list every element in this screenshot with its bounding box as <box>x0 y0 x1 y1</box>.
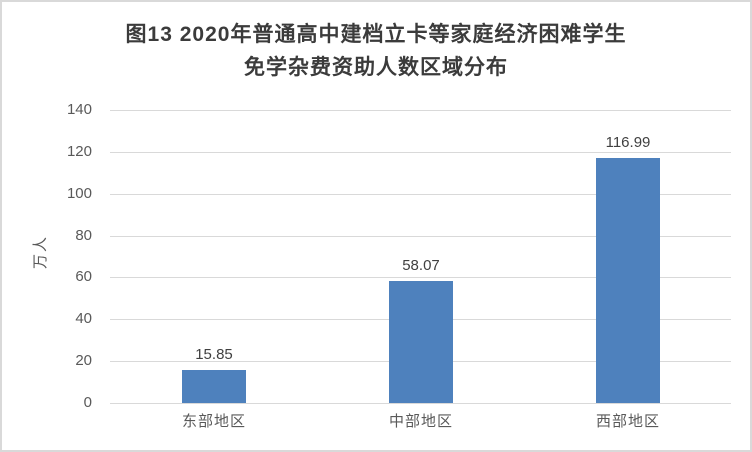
plot-area <box>110 110 731 404</box>
gridline <box>110 194 731 195</box>
x-category-label: 中部地区 <box>388 413 453 430</box>
bar <box>389 281 453 403</box>
y-tick-label: 80 <box>75 227 92 244</box>
y-tick-label: 140 <box>66 101 92 118</box>
x-category-label: 东部地区 <box>181 413 246 430</box>
gridline <box>110 403 731 404</box>
bar <box>596 158 660 403</box>
gridline <box>110 236 731 237</box>
bar-value-label: 15.85 <box>195 346 233 363</box>
bar-value-label: 58.07 <box>402 257 440 274</box>
y-tick-label: 40 <box>75 310 92 327</box>
gridline <box>110 110 731 111</box>
chart-title: 图13 2020年普通高中建档立卡等家庭经济困难学生 免学杂费资助人数区域分布 <box>2 18 750 84</box>
chart-title-line1: 图13 2020年普通高中建档立卡等家庭经济困难学生 <box>125 23 627 46</box>
y-tick-label: 100 <box>66 185 92 202</box>
y-tick-label: 20 <box>75 352 92 369</box>
gridline <box>110 152 731 153</box>
gridline <box>110 277 731 278</box>
x-category-label: 西部地区 <box>595 413 660 430</box>
bar-value-label: 116.99 <box>605 134 651 151</box>
bar <box>182 370 246 403</box>
y-tick-label: 60 <box>75 268 92 285</box>
y-tick-label: 0 <box>83 394 92 411</box>
chart-title-line2: 免学杂费资助人数区域分布 <box>244 56 508 79</box>
y-tick-label: 120 <box>66 143 92 160</box>
